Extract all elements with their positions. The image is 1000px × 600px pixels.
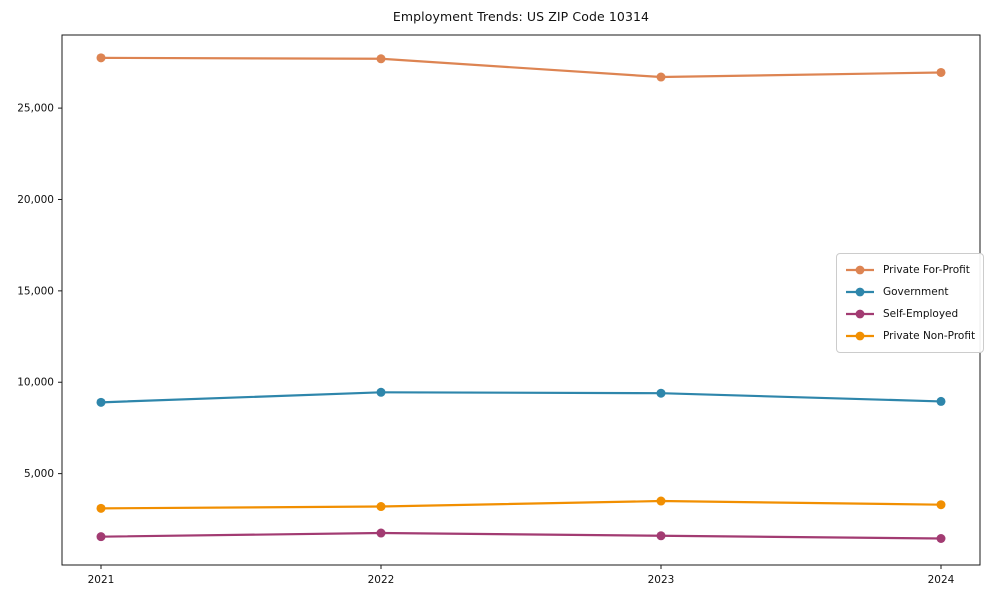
data-point-private-non-profit — [96, 503, 106, 513]
data-point-self-employed — [376, 528, 386, 538]
legend: Private For-Profit Government Self-Employe… — [836, 253, 984, 353]
legend-item-self-employed: Self-Employed — [845, 303, 975, 325]
x-axis-tick-label: 2023 — [648, 574, 675, 586]
y-axis-tick-label: 20,000 — [17, 194, 54, 206]
data-point-private-non-profit — [376, 502, 386, 512]
data-point-private-for-profit — [376, 54, 386, 64]
data-point-government — [656, 388, 666, 398]
legend-item-government: Government — [845, 281, 975, 303]
series-line-private-for-profit — [99, 56, 943, 79]
data-point-private-for-profit — [96, 53, 106, 63]
y-axis-tick-label: 25,000 — [17, 103, 54, 115]
legend-line-marker-icon — [846, 287, 874, 297]
data-point-government — [376, 387, 386, 397]
data-point-private-for-profit — [936, 67, 946, 77]
series-line-government — [99, 391, 943, 404]
series-line-private-non-profit — [99, 499, 943, 510]
legend-line-marker-icon — [846, 309, 874, 319]
legend-label: Private Non-Profit — [883, 330, 976, 342]
series-line-self-employed — [99, 531, 943, 540]
data-point-self-employed — [96, 532, 106, 542]
legend-item-private-non-profit: Private Non-Profit — [845, 325, 975, 347]
data-point-private-non-profit — [656, 496, 666, 506]
data-point-self-employed — [936, 534, 946, 543]
legend-label: Government — [883, 286, 949, 298]
y-axis-tick-label: 15,000 — [17, 285, 54, 297]
chart-title: Employment Trends: US ZIP Code 10314 — [392, 9, 650, 24]
y-axis-tick-label: 10,000 — [17, 377, 54, 389]
data-point-government — [96, 397, 106, 407]
legend-label: Private For-Profit — [883, 264, 970, 276]
data-point-self-employed — [656, 531, 666, 541]
data-point-private-non-profit — [936, 500, 946, 510]
data-point-private-for-profit — [656, 72, 666, 82]
legend-line-marker-icon — [846, 265, 874, 275]
x-axis-tick-label: 2024 — [928, 574, 955, 586]
x-axis-tick-label: 2022 — [368, 574, 395, 586]
x-axis-tick-label: 2021 — [88, 574, 115, 586]
y-axis-tick-label: 5,000 — [24, 468, 54, 480]
legend-line-marker-icon — [846, 331, 874, 341]
legend-label: Self-Employed — [883, 308, 959, 320]
legend-item-private-for-profit: Private For-Profit — [845, 259, 975, 281]
data-point-government — [936, 396, 946, 406]
